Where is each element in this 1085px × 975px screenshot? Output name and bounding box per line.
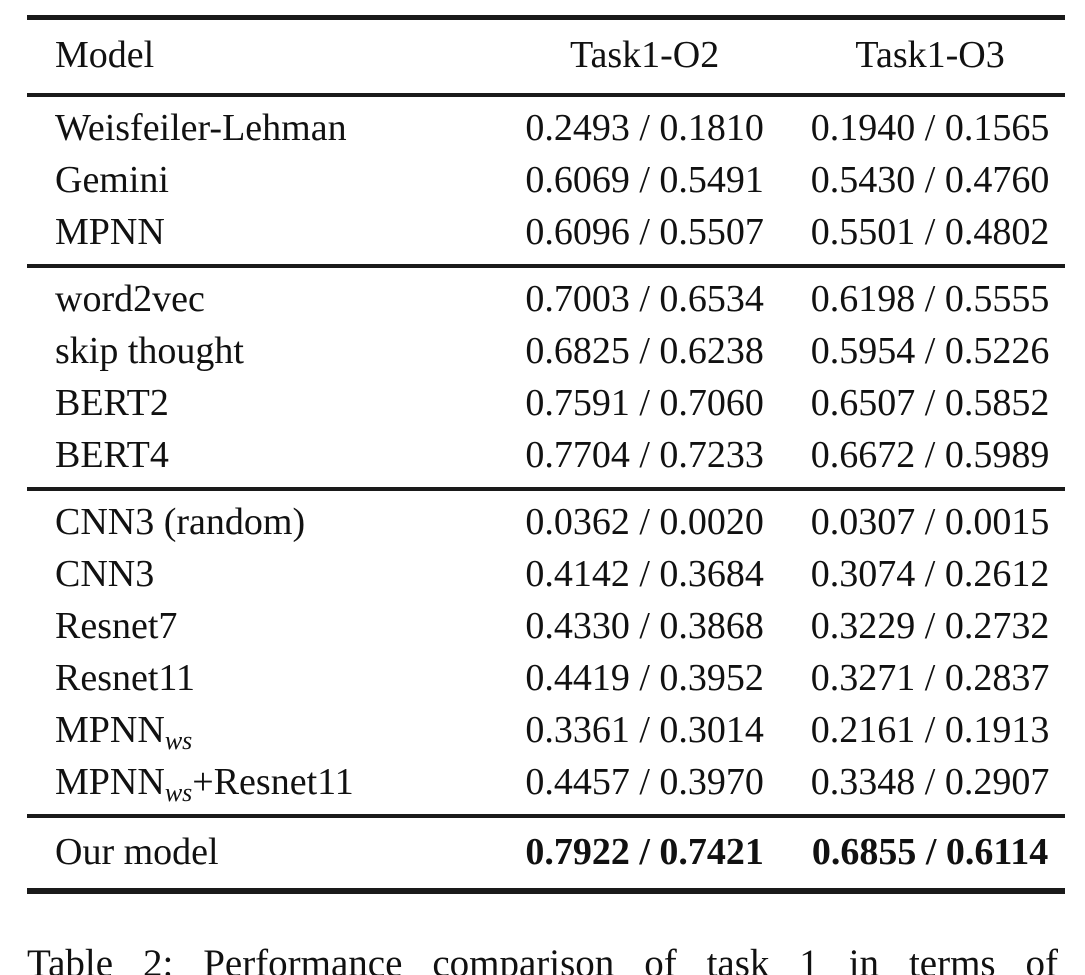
task1-o3-cell: 0.3348 / 0.2907 (810, 761, 1050, 803)
group-divider-rule (27, 264, 1065, 268)
task1-o2-cell: 0.6069 / 0.5491 (525, 159, 764, 201)
model-name-cell: Resnet7 (55, 605, 178, 647)
task1-o3-cell: 0.2161 / 0.1913 (810, 709, 1050, 751)
table-row: MPNNws 0.3361 / 0.3014 0.2161 / 0.1913 (27, 704, 1065, 756)
header-task1-o3: Task1-O3 (855, 34, 1005, 76)
task1-o2-cell: 0.4330 / 0.3868 (525, 605, 764, 647)
table-group-visual-baselines: CNN3 (random) 0.0362 / 0.0020 0.0307 / 0… (27, 491, 1065, 814)
table-row: Resnet7 0.4330 / 0.3868 0.3229 / 0.2732 (27, 600, 1065, 652)
task1-o3-cell: 0.5954 / 0.5226 (810, 330, 1050, 372)
task1-o3-cell: 0.3229 / 0.2732 (810, 605, 1050, 647)
task1-o3-cell: 0.6507 / 0.5852 (810, 382, 1050, 424)
model-name-main: MPNN (55, 709, 165, 751)
model-name-cell: BERT2 (55, 382, 169, 424)
table-row: CNN3 (random) 0.0362 / 0.0020 0.0307 / 0… (27, 496, 1065, 548)
task1-o3-cell: 0.5430 / 0.4760 (810, 159, 1050, 201)
model-name-cell: Our model (55, 831, 219, 873)
task1-o2-cell: 0.6096 / 0.5507 (525, 211, 764, 253)
task1-o2-cell: 0.4457 / 0.3970 (525, 761, 764, 803)
task1-o3-cell: 0.5501 / 0.4802 (810, 211, 1050, 253)
model-name-cell: word2vec (55, 278, 205, 320)
model-name-cell: Weisfeiler-Lehman (55, 107, 347, 149)
table-group-graph-baselines: Weisfeiler-Lehman 0.2493 / 0.1810 0.1940… (27, 97, 1065, 264)
task1-o3-cell: 0.3074 / 0.2612 (810, 553, 1050, 595)
table-row-our-model: Our model 0.7922 / 0.7421 0.6855 / 0.611… (27, 826, 1065, 878)
task1-o3-cell: 0.3271 / 0.2837 (810, 657, 1050, 699)
table-row: Gemini 0.6069 / 0.5491 0.5430 / 0.4760 (27, 154, 1065, 206)
task1-o2-cell: 0.0362 / 0.0020 (525, 501, 764, 543)
model-name-cell: CNN3 (random) (55, 501, 306, 543)
model-name-cell: MPNN (55, 211, 165, 253)
table-row: BERT2 0.7591 / 0.7060 0.6507 / 0.5852 (27, 377, 1065, 429)
table-caption: Table 2: Performance comparison of task … (27, 936, 1058, 975)
table-group-our-model: Our model 0.7922 / 0.7421 0.6855 / 0.611… (27, 818, 1065, 888)
header-model: Model (55, 34, 155, 76)
task1-o3-cell: 0.0307 / 0.0015 (810, 501, 1050, 543)
task1-o2-cell: 0.4142 / 0.3684 (525, 553, 764, 595)
task1-o2-cell: 0.3361 / 0.3014 (525, 709, 764, 751)
task1-o2-cell: 0.7003 / 0.6534 (525, 278, 764, 320)
task1-o2-cell: 0.7704 / 0.7233 (525, 434, 764, 476)
model-name-suffix: +Resnet11 (192, 761, 354, 803)
model-name-cell: Gemini (55, 159, 169, 201)
model-name-cell: CNN3 (55, 553, 155, 595)
task1-o3-cell: 0.6672 / 0.5989 (810, 434, 1050, 476)
caption-line-1: Table 2: Performance comparison of task … (27, 942, 1058, 975)
table-row: CNN3 0.4142 / 0.3684 0.3074 / 0.2612 (27, 548, 1065, 600)
table-row: MPNN 0.6096 / 0.5507 0.5501 / 0.4802 (27, 206, 1065, 258)
model-name-cell: skip thought (55, 330, 244, 372)
group-divider-rule (27, 487, 1065, 491)
task1-o2-cell: 0.7591 / 0.7060 (525, 382, 764, 424)
task1-o3-cell: 0.6855 / 0.6114 (811, 831, 1049, 873)
table-row: skip thought 0.6825 / 0.6238 0.5954 / 0.… (27, 325, 1065, 377)
model-name-cell: MPNNws (27, 704, 494, 756)
model-name-cell: MPNNws+Resnet11 (27, 756, 494, 808)
group-divider-rule (27, 814, 1065, 818)
task1-o2-cell: 0.6825 / 0.6238 (525, 330, 764, 372)
task1-o2-cell: 0.2493 / 0.1810 (525, 107, 764, 149)
table-row: Resnet11 0.4419 / 0.3952 0.3271 / 0.2837 (27, 652, 1065, 704)
task1-o3-cell: 0.6198 / 0.5555 (810, 278, 1050, 320)
table-group-text-baselines: word2vec 0.7003 / 0.6534 0.6198 / 0.5555… (27, 268, 1065, 487)
header-divider-rule (27, 93, 1065, 97)
model-name-main: MPNN (55, 761, 165, 803)
model-name-cell: BERT4 (55, 434, 169, 476)
task1-o2-cell: 0.7922 / 0.7421 (525, 831, 764, 873)
model-name-subscript: ws (164, 778, 193, 807)
table-row: MPNNws+Resnet11 0.4457 / 0.3970 0.3348 /… (27, 756, 1065, 808)
table-row: BERT4 0.7704 / 0.7233 0.6672 / 0.5989 (27, 429, 1065, 481)
task1-o3-cell: 0.1940 / 0.1565 (810, 107, 1050, 149)
table-row: Weisfeiler-Lehman 0.2493 / 0.1810 0.1940… (27, 102, 1065, 154)
table-row: word2vec 0.7003 / 0.6534 0.6198 / 0.5555 (27, 273, 1065, 325)
results-table: Model Task1-O2 Task1-O3 Weisfeiler-Lehma… (27, 15, 1065, 894)
table-top-rule (27, 15, 1065, 20)
task1-o2-cell: 0.4419 / 0.3952 (525, 657, 764, 699)
model-name-cell: Resnet11 (55, 657, 196, 699)
header-task1-o2: Task1-O2 (569, 34, 720, 76)
model-name-subscript: ws (164, 726, 193, 755)
table-header-row: Model Task1-O2 Task1-O3 (27, 20, 1065, 93)
table-bottom-rule (27, 888, 1065, 894)
